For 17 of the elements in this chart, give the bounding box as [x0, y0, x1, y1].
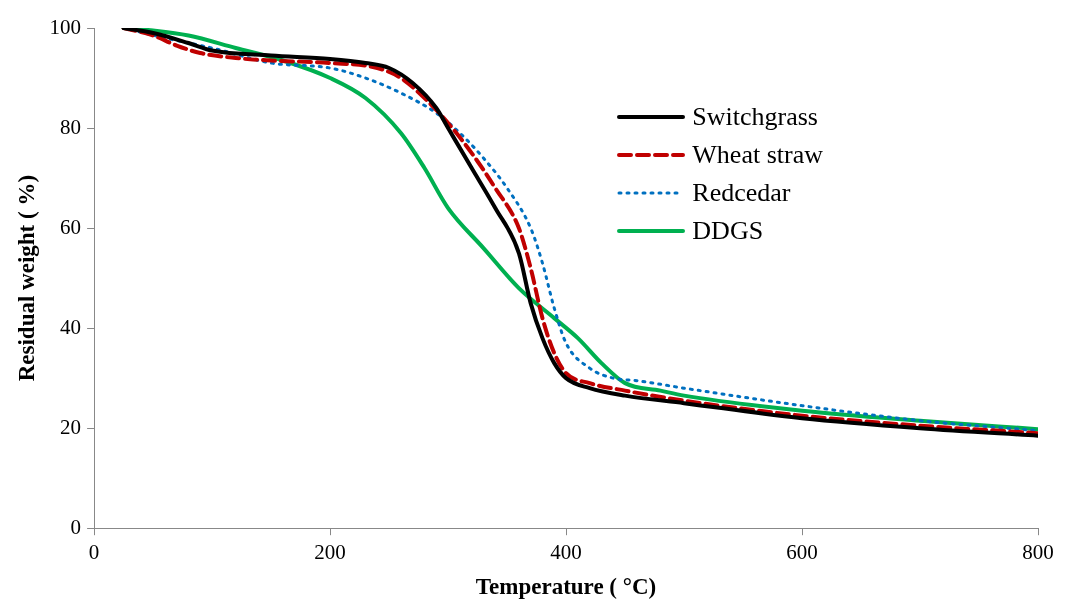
x-tick-label: 400: [550, 540, 582, 565]
legend-label: Switchgrass: [692, 102, 818, 132]
y-tick-label: 0: [70, 514, 82, 539]
legend-label: Redcedar: [692, 178, 791, 208]
x-tick-label: 600: [786, 540, 818, 565]
legend-label: DDGS: [692, 216, 764, 246]
x-tick-label: 200: [314, 540, 346, 565]
x-tick-label: 0: [88, 540, 100, 565]
y-tick-label: 80: [60, 114, 82, 139]
x-tick-label: 800: [1022, 540, 1054, 565]
y-axis-title: Residual weight ( %): [13, 174, 39, 382]
y-tick-label: 20: [60, 414, 82, 439]
legend-label: Wheat straw: [692, 140, 823, 170]
y-tick-label: 60: [60, 214, 82, 239]
y-tick-label: 100: [49, 14, 82, 39]
x-axis-title: Temperature ( °C): [475, 574, 657, 600]
y-tick-label: 40: [60, 314, 82, 339]
